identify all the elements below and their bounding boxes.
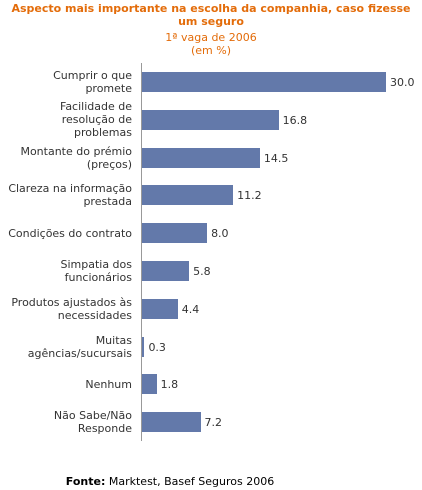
category-label: Nenhum [85, 377, 132, 391]
chart-title: Aspecto mais importante na escolha da co… [11, 2, 411, 28]
bar [142, 72, 386, 92]
category-label: Montante do prémio (preços) [20, 144, 132, 171]
value-label: 1.8 [160, 378, 179, 392]
source-text: Marktest, Basef Seguros 2006 [108, 475, 275, 488]
chart-subtitle: 1ª vaga de 2006 [165, 31, 257, 44]
value-label: 16.8 [282, 113, 308, 127]
bar [142, 185, 234, 206]
category-label: Clareza na informação prestada [8, 182, 132, 209]
bar [142, 298, 178, 319]
category-label: Condições do contrato [8, 226, 132, 240]
bar [142, 261, 190, 281]
source: Fonte: Marktest, Basef Seguros 2006 [0, 475, 340, 488]
category-label: Simpatia dos funcionários [60, 258, 132, 284]
value-label: 8.0 [211, 227, 229, 241]
source-label: Fonte: [65, 475, 106, 488]
bar [142, 147, 260, 168]
bar [142, 412, 201, 433]
value-label: 7.2 [204, 416, 223, 430]
value-label: 5.8 [193, 265, 211, 278]
bar [142, 109, 279, 130]
category-label: Não Sabe/Não Responde [53, 409, 132, 436]
value-label: 0.3 [148, 340, 166, 354]
category-label: Facilidade de resolução de problemas [60, 100, 132, 140]
bar [142, 223, 208, 244]
unit-label: (em %) [190, 44, 231, 57]
value-label: 14.5 [263, 151, 289, 165]
bar [142, 336, 145, 357]
value-label: 4.4 [181, 302, 200, 316]
value-label: 11.2 [237, 189, 262, 203]
bar [142, 374, 157, 395]
value-label: 30.0 [390, 76, 415, 89]
category-label: Muitas agências/sucursais [27, 333, 132, 360]
category-label: Cumprir o que promete [53, 69, 132, 95]
axis-line [141, 63, 142, 441]
category-label: Produtos ajustados às necessidades [11, 295, 132, 322]
